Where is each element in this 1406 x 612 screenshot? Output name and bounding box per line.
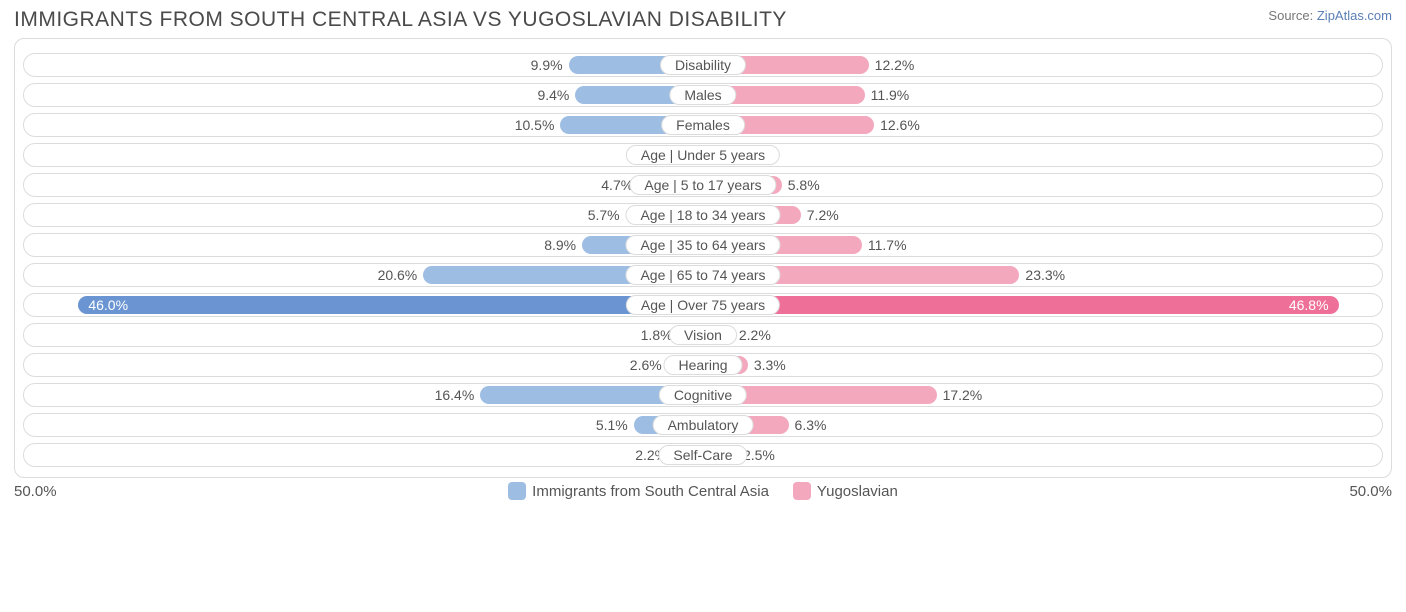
legend-swatch-icon [508,482,526,500]
value-label-left: 46.0% [78,294,703,316]
value-label-right: 11.9% [865,84,910,106]
chart-title: IMMIGRANTS FROM SOUTH CENTRAL ASIA VS YU… [14,8,787,32]
chart-row: 20.6% 23.3% Age | 65 to 74 years [23,263,1383,287]
value-label-left: 5.1% [596,414,634,436]
category-label: Cognitive [659,385,747,405]
category-label: Age | 35 to 64 years [625,235,780,255]
value-label-left: 10.5% [515,114,561,136]
value-label-right: 2.2% [733,324,771,346]
chart-row: 2.2%2.5%Self-Care [23,443,1383,467]
legend-swatch-icon [793,482,811,500]
axis-max-left: 50.0% [14,483,74,500]
value-label-left: 2.6% [630,354,668,376]
chart-row: 2.6% 3.3% Hearing [23,353,1383,377]
value-label-left: 9.9% [531,54,569,76]
category-label: Females [661,115,745,135]
value-label-right: 11.7% [862,234,907,256]
value-label-right: 3.3% [748,354,786,376]
diverging-bar-chart: 9.9% 12.2% Disability 9.4% 11.9% Males 10.5% 12… [14,38,1392,478]
category-label: Self-Care [658,445,747,465]
chart-row: 5.1% 6.3% Ambulatory [23,413,1383,437]
value-label-left: 5.7% [588,204,626,226]
value-label-right: 17.2% [937,384,983,406]
legend: Immigrants from South Central Asia Yugos… [74,482,1332,500]
category-label: Age | 18 to 34 years [625,205,780,225]
value-label-right: 23.3% [1019,264,1065,286]
source-label: Source: [1268,8,1313,23]
source-link[interactable]: ZipAtlas.com [1317,8,1392,23]
value-label-left: 8.9% [544,234,582,256]
category-label: Vision [669,325,737,345]
category-label: Ambulatory [653,415,754,435]
chart-row: 46.0%46.8%Age | Over 75 years [23,293,1383,317]
chart-container: IMMIGRANTS FROM SOUTH CENTRAL ASIA VS YU… [0,0,1406,506]
header: IMMIGRANTS FROM SOUTH CENTRAL ASIA VS YU… [14,8,1392,32]
legend-item-left: Immigrants from South Central Asia [508,482,769,500]
value-label-right: 5.8% [782,174,820,196]
legend-label-left: Immigrants from South Central Asia [532,483,769,500]
value-label-left: 9.4% [537,84,575,106]
legend-label-right: Yugoslavian [817,483,898,500]
legend-item-right: Yugoslavian [793,482,898,500]
chart-row: 8.9% 11.7% Age | 35 to 64 years [23,233,1383,257]
category-label: Hearing [663,355,742,375]
chart-row: 10.5% 12.6% Females [23,113,1383,137]
category-label: Age | 5 to 17 years [629,175,776,195]
chart-row: 1.8%2.2%Vision [23,323,1383,347]
chart-row: 4.7%5.8%Age | 5 to 17 years [23,173,1383,197]
category-label: Age | Over 75 years [626,295,780,315]
value-label-right: 46.8% [703,294,1339,316]
chart-footer: 50.0% Immigrants from South Central Asia… [14,482,1392,500]
value-label-right: 7.2% [801,204,839,226]
axis-max-right: 50.0% [1332,483,1392,500]
category-label: Age | Under 5 years [626,145,780,165]
chart-row: 1.0%1.4%Age | Under 5 years [23,143,1383,167]
category-label: Males [669,85,736,105]
source-attribution: Source: ZipAtlas.com [1268,8,1392,23]
chart-row: 16.4% 17.2% Cognitive [23,383,1383,407]
chart-row: 9.9% 12.2% Disability [23,53,1383,77]
chart-row: 9.4% 11.9% Males [23,83,1383,107]
value-label-right: 12.6% [874,114,920,136]
chart-row: 5.7% 7.2% Age | 18 to 34 years [23,203,1383,227]
value-label-right: 6.3% [789,414,827,436]
value-label-left: 20.6% [378,264,424,286]
category-label: Age | 65 to 74 years [625,265,780,285]
value-label-left: 16.4% [435,384,481,406]
category-label: Disability [660,55,746,75]
value-label-right: 12.2% [869,54,915,76]
